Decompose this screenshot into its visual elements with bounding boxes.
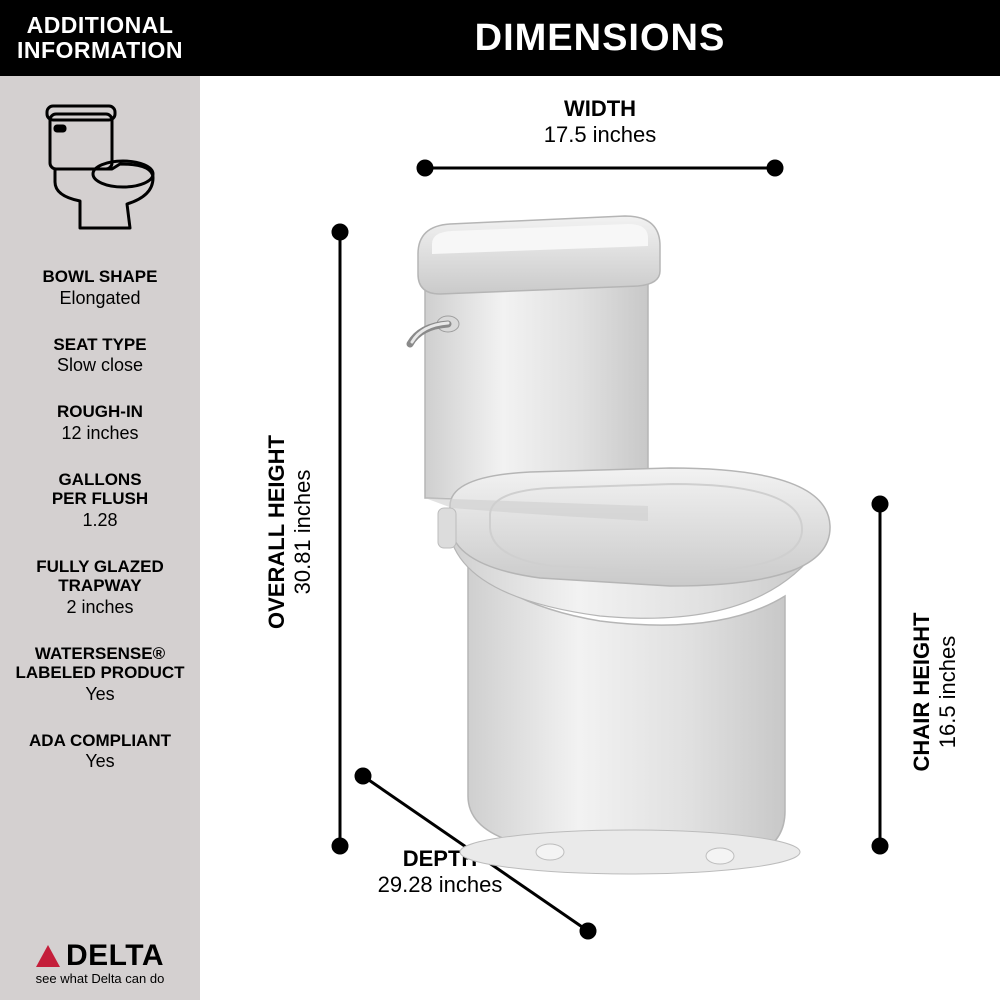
spec-value: Elongated bbox=[10, 288, 190, 309]
spec-label: ADA COMPLIANT bbox=[10, 731, 190, 751]
spec-list: BOWL SHAPE Elongated SEAT TYPE Slow clos… bbox=[0, 267, 200, 772]
spec-label: ROUGH-IN bbox=[10, 402, 190, 422]
brand-name: DELTA bbox=[66, 939, 164, 973]
brand-block: DELTA see what Delta can do bbox=[0, 939, 200, 986]
sidebar: BOWL SHAPE Elongated SEAT TYPE Slow clos… bbox=[0, 76, 200, 1000]
spec-item: ROUGH-IN 12 inches bbox=[10, 402, 190, 444]
spec-label: FULLY GLAZED TRAPWAY bbox=[10, 557, 190, 596]
main-diagram: WIDTH 17.5 inches DEPTH 29.28 inches OVE… bbox=[200, 76, 1000, 1000]
main-header-title: DIMENSIONS bbox=[200, 0, 1000, 76]
spec-value: Yes bbox=[10, 684, 190, 705]
spec-item: WATERSENSE® LABELED PRODUCT Yes bbox=[10, 644, 190, 705]
spec-value: Yes bbox=[10, 751, 190, 772]
diagram-svg bbox=[200, 76, 1000, 1000]
spec-item: BOWL SHAPE Elongated bbox=[10, 267, 190, 309]
spec-label: GALLONS PER FLUSH bbox=[10, 470, 190, 509]
header-band: ADDITIONAL INFORMATION DIMENSIONS bbox=[0, 0, 1000, 76]
spec-label: SEAT TYPE bbox=[10, 335, 190, 355]
brand-tagline: see what Delta can do bbox=[0, 971, 200, 986]
spec-label: BOWL SHAPE bbox=[10, 267, 190, 287]
spec-value: 1.28 bbox=[10, 510, 190, 531]
sidebar-header-line2: INFORMATION bbox=[17, 38, 183, 63]
brand-logo: DELTA bbox=[36, 939, 164, 973]
brand-triangle-icon bbox=[36, 945, 60, 967]
spec-value: 12 inches bbox=[10, 423, 190, 444]
spec-label: WATERSENSE® LABELED PRODUCT bbox=[10, 644, 190, 683]
spec-item: GALLONS PER FLUSH 1.28 bbox=[10, 470, 190, 531]
spec-item: FULLY GLAZED TRAPWAY 2 inches bbox=[10, 557, 190, 618]
sidebar-header-line1: ADDITIONAL bbox=[27, 13, 174, 38]
spec-item: SEAT TYPE Slow close bbox=[10, 335, 190, 377]
product-illustration bbox=[410, 216, 830, 874]
spec-item: ADA COMPLIANT Yes bbox=[10, 731, 190, 773]
spec-value: Slow close bbox=[10, 355, 190, 376]
toilet-line-icon bbox=[35, 96, 165, 236]
spec-value: 2 inches bbox=[10, 597, 190, 618]
sidebar-header: ADDITIONAL INFORMATION bbox=[0, 0, 200, 76]
